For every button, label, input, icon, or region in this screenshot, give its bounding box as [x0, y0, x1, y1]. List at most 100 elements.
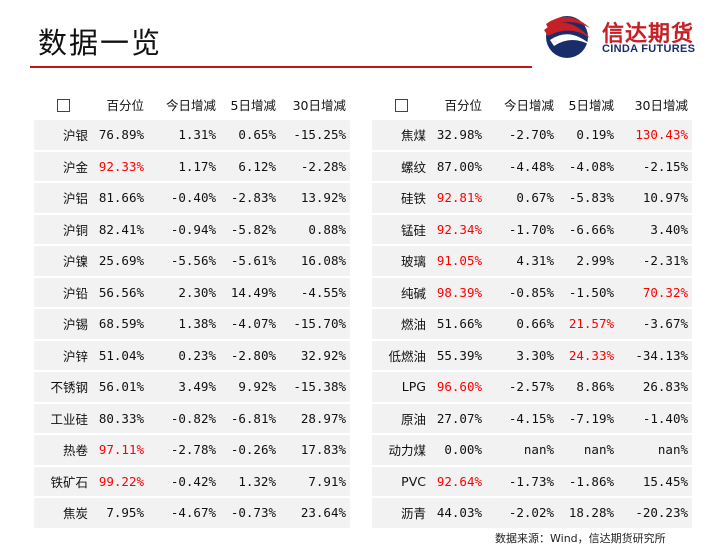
- header-percentile: 百分位: [106, 97, 144, 113]
- commodity-name: 原油: [372, 403, 430, 433]
- today-change-cell: -5.56%: [148, 246, 220, 276]
- five-day-change-cell: 0.19%: [558, 120, 618, 150]
- today-change-cell: -0.82%: [148, 403, 220, 433]
- title-underline: [30, 66, 532, 68]
- today-change-cell: -0.94%: [148, 214, 220, 244]
- today-change-cell: 1.38%: [148, 309, 220, 339]
- percentile-cell: 51.04%: [92, 340, 148, 370]
- thirty-day-change-cell: 32.92%: [280, 340, 350, 370]
- five-day-change-cell: -6.81%: [220, 403, 280, 433]
- thirty-day-change-cell: -2.15%: [618, 151, 692, 181]
- commodity-name: 沪铝: [34, 183, 92, 213]
- page-title: 数据一览: [38, 26, 163, 60]
- table-row: PVC 92.64% -1.73% -1.86% 15.45%: [372, 466, 692, 496]
- table-row: 沪镍 25.69% -5.56% -5.61% 16.08%: [34, 246, 350, 276]
- percentile-cell: 92.33%: [92, 151, 148, 181]
- thirty-day-change-cell: 10.97%: [618, 183, 692, 213]
- commodity-name: 沪镍: [34, 246, 92, 276]
- today-change-cell: -2.70%: [486, 120, 558, 150]
- five-day-change-cell: 14.49%: [220, 277, 280, 307]
- percentile-cell: 81.66%: [92, 183, 148, 213]
- today-change-cell: 1.31%: [148, 120, 220, 150]
- today-change-cell: -0.40%: [148, 183, 220, 213]
- commodity-name: 锰硅: [372, 214, 430, 244]
- today-change-cell: -2.57%: [486, 372, 558, 402]
- commodity-name: 燃油: [372, 309, 430, 339]
- commodity-name: 沪锌: [34, 340, 92, 370]
- cinda-logo: 信达期货 CINDA FUTURES: [540, 10, 710, 60]
- table-row: 不锈钢 56.01% 3.49% 9.92% -15.38%: [34, 372, 350, 402]
- five-day-change-cell: -5.61%: [220, 246, 280, 276]
- table-row: 沪金 92.33% 1.17% 6.12% -2.28%: [34, 151, 350, 181]
- five-day-change-cell: 2.99%: [558, 246, 618, 276]
- commodity-name: 低燃油: [372, 340, 430, 370]
- thirty-day-change-cell: -15.70%: [280, 309, 350, 339]
- five-day-change-cell: -0.73%: [220, 498, 280, 528]
- today-change-cell: 0.23%: [148, 340, 220, 370]
- thirty-day-change-cell: -2.28%: [280, 151, 350, 181]
- five-day-change-cell: -2.83%: [220, 183, 280, 213]
- header-today-change: 今日增减: [165, 97, 216, 113]
- table-header-row: 百分位 今日增减 5日增减 30日增减: [372, 90, 692, 118]
- commodity-name: 焦炭: [34, 498, 92, 528]
- commodity-name: LPG: [372, 372, 430, 402]
- today-change-cell: -2.02%: [486, 498, 558, 528]
- five-day-change-cell: 24.33%: [558, 340, 618, 370]
- thirty-day-change-cell: -15.25%: [280, 120, 350, 150]
- percentile-cell: 97.11%: [92, 435, 148, 465]
- thirty-day-change-cell: 16.08%: [280, 246, 350, 276]
- commodity-name: 铁矿石: [34, 466, 92, 496]
- header-percentile: 百分位: [444, 97, 482, 113]
- five-day-change-cell: -1.86%: [558, 466, 618, 496]
- today-change-cell: -4.15%: [486, 403, 558, 433]
- data-source-note: 数据来源：Wind，信达期货研究所: [495, 532, 666, 545]
- thirty-day-change-cell: 17.83%: [280, 435, 350, 465]
- percentile-cell: 51.66%: [430, 309, 486, 339]
- five-day-change-cell: nan%: [558, 435, 618, 465]
- commodity-name: 沪金: [34, 151, 92, 181]
- five-day-change-cell: -7.19%: [558, 403, 618, 433]
- logo-text-en: CINDA FUTURES: [602, 43, 696, 55]
- today-change-cell: 0.67%: [486, 183, 558, 213]
- thirty-day-change-cell: nan%: [618, 435, 692, 465]
- percentile-cell: 0.00%: [430, 435, 486, 465]
- five-day-change-cell: 1.32%: [220, 466, 280, 496]
- thirty-day-change-cell: -3.67%: [618, 309, 692, 339]
- percentile-cell: 7.95%: [92, 498, 148, 528]
- commodity-name: 沪铜: [34, 214, 92, 244]
- percentile-cell: 92.64%: [430, 466, 486, 496]
- percentile-cell: 99.22%: [92, 466, 148, 496]
- five-day-change-cell: -5.83%: [558, 183, 618, 213]
- percentile-cell: 56.56%: [92, 277, 148, 307]
- today-change-cell: -4.67%: [148, 498, 220, 528]
- thirty-day-change-cell: 23.64%: [280, 498, 350, 528]
- thirty-day-change-cell: -4.55%: [280, 277, 350, 307]
- thirty-day-change-cell: 26.83%: [618, 372, 692, 402]
- commodity-name: 纯碱: [372, 277, 430, 307]
- percentile-cell: 44.03%: [430, 498, 486, 528]
- commodity-name: 沪银: [34, 120, 92, 150]
- table-row: 热卷 97.11% -2.78% -0.26% 17.83%: [34, 435, 350, 465]
- percentile-cell: 82.41%: [92, 214, 148, 244]
- five-day-change-cell: -4.08%: [558, 151, 618, 181]
- table-row: 沪铝 81.66% -0.40% -2.83% 13.92%: [34, 183, 350, 213]
- checkbox-icon: [394, 98, 408, 112]
- five-day-change-cell: -1.50%: [558, 277, 618, 307]
- table-row: 焦煤 32.98% -2.70% 0.19% 130.43%: [372, 120, 692, 150]
- table-row: 沪铜 82.41% -0.94% -5.82% 0.88%: [34, 214, 350, 244]
- today-change-cell: -1.70%: [486, 214, 558, 244]
- table-row: 沪银 76.89% 1.31% 0.65% -15.25%: [34, 120, 350, 150]
- commodity-name: 沪铅: [34, 277, 92, 307]
- five-day-change-cell: 18.28%: [558, 498, 618, 528]
- header-30d-change: 30日增减: [292, 97, 346, 113]
- header-checkbox[interactable]: [34, 90, 92, 118]
- header-checkbox[interactable]: [372, 90, 430, 118]
- percentile-cell: 32.98%: [430, 120, 486, 150]
- header-5d-change: 5日增减: [568, 97, 614, 113]
- five-day-change-cell: 0.65%: [220, 120, 280, 150]
- table-row: 焦炭 7.95% -4.67% -0.73% 23.64%: [34, 498, 350, 528]
- five-day-change-cell: -5.82%: [220, 214, 280, 244]
- percentile-cell: 55.39%: [430, 340, 486, 370]
- five-day-change-cell: 21.57%: [558, 309, 618, 339]
- table-row: 沪锌 51.04% 0.23% -2.80% 32.92%: [34, 340, 350, 370]
